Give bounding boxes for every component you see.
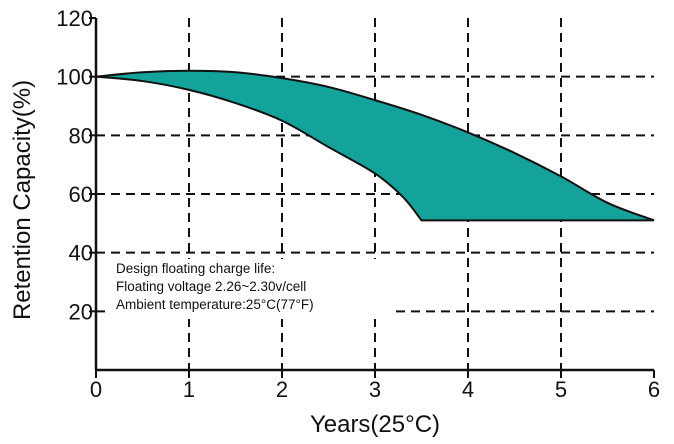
retention-band-area bbox=[95, 69, 655, 222]
annotation-line: Ambient temperature:25°C(77°F) bbox=[116, 297, 314, 312]
x-tick-label: 0 bbox=[90, 377, 102, 402]
annotation-line: Floating voltage 2.26~2.30v/cell bbox=[116, 279, 306, 294]
annotation-text: Design floating charge life: Floating vol… bbox=[116, 261, 314, 312]
x-axis-label: Years(25°C) bbox=[310, 411, 440, 438]
y-tick-label: 100 bbox=[56, 65, 93, 90]
annotation-background bbox=[110, 259, 390, 319]
y-tick-label: 80 bbox=[69, 123, 93, 148]
y-tick-label: 40 bbox=[69, 241, 93, 266]
y-tick-label: 60 bbox=[69, 182, 93, 207]
axes-layer bbox=[89, 17, 655, 378]
annotation-line: Design floating charge life: bbox=[116, 261, 275, 276]
y-axis-label: Retention Capacity(%) bbox=[9, 80, 36, 320]
x-tick-label: 5 bbox=[555, 377, 567, 402]
y-tick-labels: 20 40 60 80 100 120 bbox=[56, 6, 93, 324]
x-tick-label: 2 bbox=[276, 377, 288, 402]
x-tick-label: 3 bbox=[369, 377, 381, 402]
x-tick-label: 1 bbox=[183, 377, 195, 402]
x-tick-labels: 0 1 2 3 4 5 6 bbox=[90, 377, 660, 402]
x-tick-label: 4 bbox=[462, 377, 474, 402]
y-tick-label: 20 bbox=[69, 299, 93, 324]
y-tick-label: 120 bbox=[56, 6, 93, 31]
x-tick-label: 6 bbox=[648, 377, 660, 402]
